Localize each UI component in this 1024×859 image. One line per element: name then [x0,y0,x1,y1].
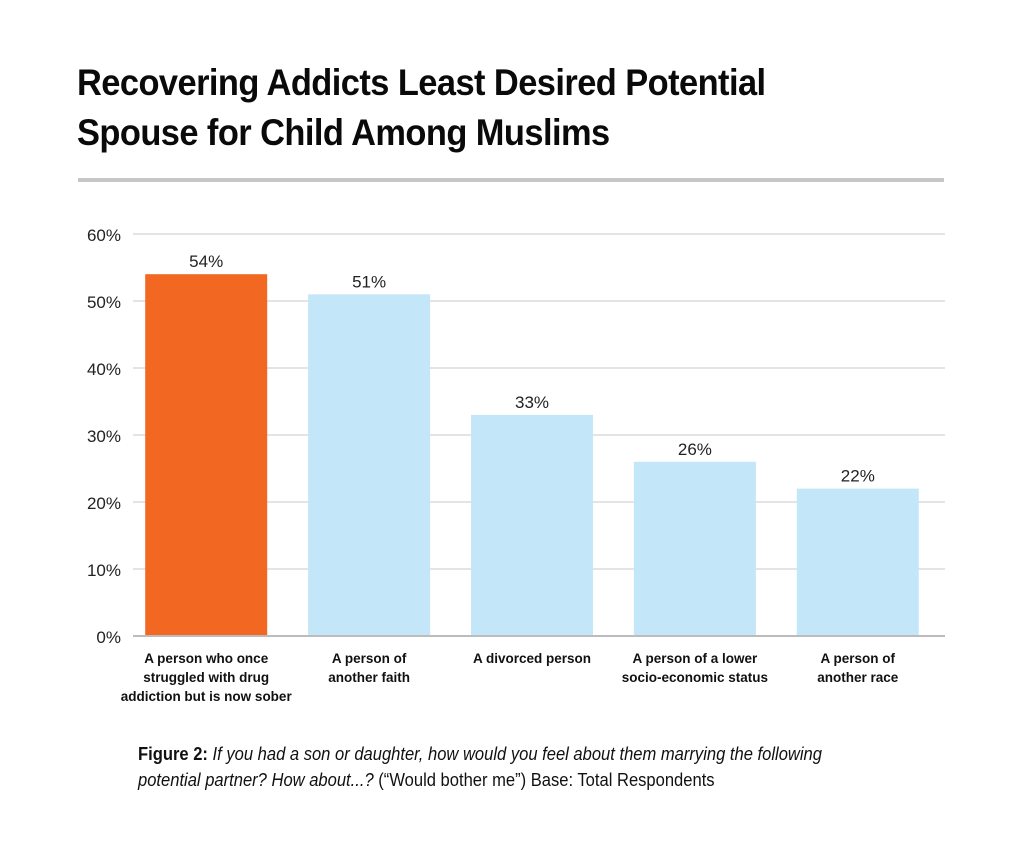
bar [633,461,756,636]
caption-lead: Figure 2: [138,744,208,764]
y-tick-label: 20% [87,494,121,513]
x-tick-label: A person who once [144,651,269,666]
y-tick-label: 10% [87,561,121,580]
figure-caption: Figure 2: If you had a son or daughter, … [138,741,874,793]
x-tick-label: struggled with drug [143,670,269,685]
bar [796,488,919,636]
x-tick-label: addiction but is now sober [121,689,293,704]
caption-question: If you had a son or daughter, how would … [138,744,822,790]
data-label: 54% [189,252,223,271]
y-tick-label: 40% [87,360,121,379]
x-tick-label: A person of a lower [633,651,759,666]
x-tick-label: A person of [821,651,896,666]
title-divider [78,178,944,182]
data-label: 26% [678,440,712,459]
y-tick-label: 50% [87,293,121,312]
bar [308,294,431,636]
y-tick-label: 0% [96,628,121,647]
bar [145,274,268,636]
chart-title-line-1: Recovering Addicts Least Desired Potenti… [77,62,766,103]
data-label: 51% [352,272,386,291]
x-tick-label: A divorced person [473,651,591,666]
chart-title: Recovering Addicts Least Desired Potenti… [77,58,895,158]
caption-tail: (“Would bother me”) Base: Total Responde… [378,770,715,790]
y-tick-label: 30% [87,427,121,446]
x-tick-label: A person of [332,651,407,666]
bar [471,414,593,636]
y-tick-label: 60% [87,226,121,245]
x-tick-label: another race [817,670,899,685]
x-tick-label: socio-economic status [622,670,768,685]
chart-title-line-2: Spouse for Child Among Muslims [77,112,610,153]
x-tick-label: another faith [328,670,410,685]
data-label: 33% [515,393,549,412]
data-label: 22% [841,467,875,486]
